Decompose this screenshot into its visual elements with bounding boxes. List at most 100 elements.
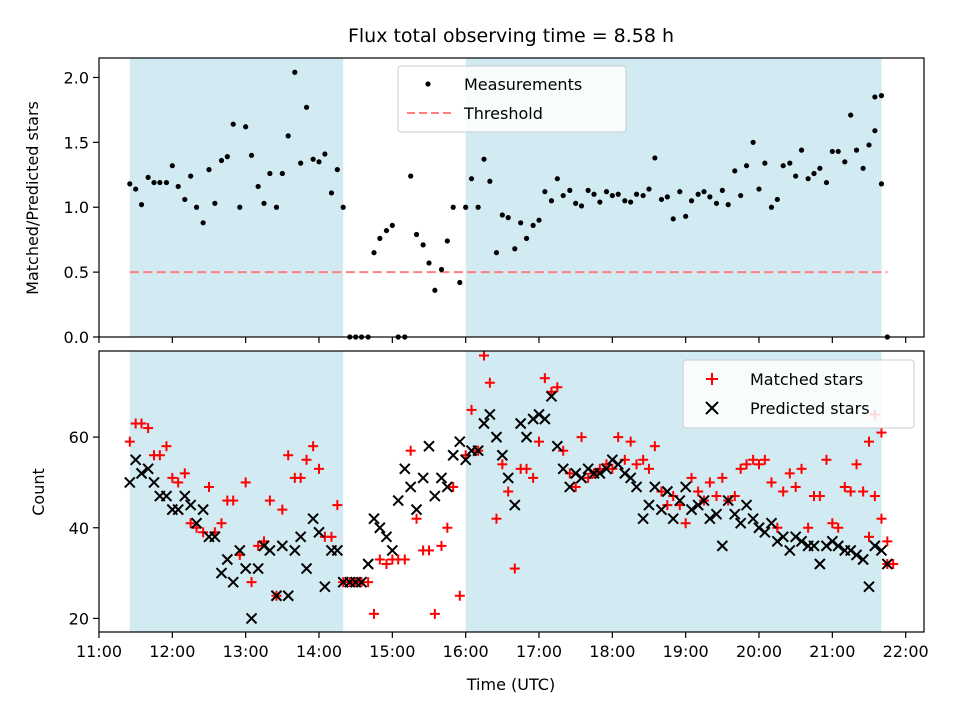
predicted-x-b — [575, 472, 588, 484]
ratio-panel-frame — [98, 57, 925, 338]
predicted-x-b — [844, 544, 857, 557]
predicted-x-b — [551, 440, 564, 452]
measurement-point — [597, 199, 603, 205]
measurement-point — [853, 147, 860, 153]
predicted-x-b — [124, 476, 136, 489]
matched-star-point — [821, 454, 832, 465]
predicted-x-b — [710, 508, 723, 520]
matched-star-point — [803, 522, 814, 533]
matched-star-point — [772, 522, 783, 533]
measurement-point — [603, 189, 610, 195]
measurement-point — [750, 139, 756, 145]
predicted-star-point — [441, 481, 454, 493]
predicted-star-point — [423, 440, 435, 452]
predicted-star-point — [630, 481, 643, 493]
predicted-x-b — [832, 540, 844, 552]
predicted-x-b — [472, 445, 484, 457]
predicted-x-b — [258, 540, 270, 552]
predicted-x-b — [624, 472, 637, 484]
matched-star-point — [827, 518, 838, 529]
measurement-point — [463, 204, 469, 210]
predicted-x-b — [441, 481, 454, 493]
x-tick-label: 20:00 — [736, 642, 782, 661]
predicted-star-point — [289, 544, 301, 557]
predicted-x-b — [447, 449, 459, 461]
matched-star-point — [466, 404, 477, 415]
predicted-x-b — [179, 490, 191, 502]
predicted-star-point — [190, 517, 203, 529]
ratio-legend: Measurements Threshold — [397, 65, 627, 133]
predicted-star-point — [734, 517, 747, 529]
measurement-point — [866, 142, 872, 148]
measurement-point — [310, 156, 316, 162]
measurement-point — [127, 181, 133, 187]
predicted-x-b — [582, 463, 594, 475]
predicted-star-point — [832, 540, 844, 552]
matched-star-point — [277, 504, 288, 515]
matched-star-point — [253, 540, 264, 551]
predicted-star-point — [447, 449, 459, 461]
matched-star-point — [558, 445, 569, 456]
predicted-star-point — [392, 494, 404, 507]
measurement-point — [285, 133, 291, 139]
x-tick-label: 11:00 — [76, 642, 122, 661]
predicted-star-point — [490, 431, 503, 443]
predicted-star-point — [637, 512, 649, 525]
predicted-x-b — [307, 512, 319, 525]
matched-star-point — [369, 608, 379, 619]
predicted-x-b — [404, 481, 417, 493]
predicted-star-point — [300, 562, 313, 575]
measurement-point — [756, 186, 762, 192]
predicted-star-point — [685, 503, 698, 516]
measurement-point — [835, 148, 841, 155]
predicted-star-point — [160, 490, 173, 502]
predicted-x-b — [661, 485, 674, 498]
predicted-x-b — [142, 463, 154, 475]
matched-star-point — [851, 459, 862, 470]
predicted-x-b — [215, 567, 228, 579]
measurement-point — [823, 179, 830, 186]
matched-star-point — [240, 477, 251, 488]
predicted-x-b — [826, 535, 839, 548]
predicted-x-b — [221, 553, 234, 566]
predicted-star-point — [850, 549, 863, 561]
matched-star-point — [204, 481, 214, 492]
predicted-star-point — [209, 531, 221, 543]
matched-star-point — [552, 382, 563, 393]
predicted-star-point — [429, 490, 441, 502]
matched-star-point — [864, 436, 874, 447]
matched-star-point — [509, 563, 520, 574]
predicted-star-point — [239, 562, 252, 575]
predicted-star-point — [294, 531, 307, 543]
predicted-star-point — [221, 553, 234, 566]
matched-star-point — [631, 459, 642, 470]
measurement-point — [389, 222, 395, 228]
measurement-point — [218, 157, 225, 164]
measurement-point — [560, 192, 566, 199]
measurement-point — [591, 191, 597, 197]
measurement-point — [163, 179, 170, 186]
predicted-star-point — [386, 544, 399, 557]
matched-star-point — [198, 527, 209, 538]
predicted-star-point — [227, 576, 239, 588]
measurement-point — [505, 215, 511, 221]
measurement-point — [787, 160, 793, 166]
predicted-x-b — [619, 467, 631, 480]
measurement-point — [725, 202, 731, 208]
measurement-point — [188, 173, 194, 179]
predicted-x-b — [294, 531, 307, 543]
measurement-point — [230, 121, 236, 127]
predicted-x-b — [282, 590, 294, 602]
predicted-x-b — [129, 454, 142, 466]
legend-threshold-label: Threshold — [463, 104, 543, 123]
measurement-point — [157, 179, 163, 186]
measurement-point — [713, 200, 720, 206]
matched-star-point — [814, 491, 825, 502]
predicted-x-b — [784, 544, 796, 557]
y-tick-label: 1.5 — [64, 133, 89, 152]
measurement-point — [701, 189, 707, 195]
predicted-star-point — [564, 481, 576, 493]
matched-star-point — [136, 418, 147, 429]
matched-star-point — [497, 459, 508, 470]
